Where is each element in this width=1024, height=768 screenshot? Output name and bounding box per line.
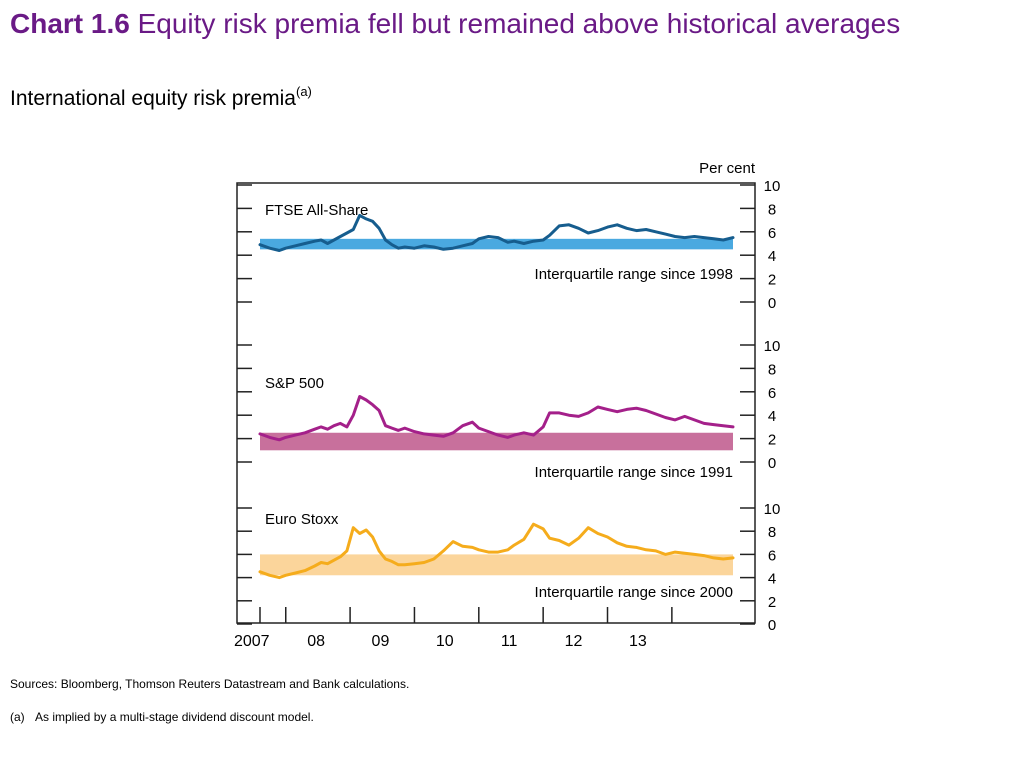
y-tick-label: 8 (768, 524, 776, 541)
y-tick-label: 4 (768, 408, 776, 425)
y-tick-label: 2 (768, 594, 776, 611)
range-label-sp500: Interquartile range since 1991 (535, 464, 733, 481)
x-tick-label: 13 (629, 633, 647, 650)
x-tick-label: 08 (307, 633, 325, 650)
y-tick-label: 0 (768, 455, 776, 472)
x-tick-label: 09 (372, 633, 390, 650)
y-tick-label: 6 (768, 225, 776, 242)
interquartile-band-eurostoxx (260, 554, 733, 576)
chart-title: Chart 1.6 Equity risk premia fell but re… (10, 8, 1015, 40)
equity-premia-chart: Per cent 0 2 4 6 8 10 FTSE All-Share Interquart… (234, 160, 780, 650)
unit-label: Per cent (699, 160, 756, 177)
y-tick-label: 10 (764, 338, 781, 355)
chart-number: Chart 1.6 (10, 8, 130, 39)
y-tick-label: 10 (764, 178, 781, 195)
y-tick-label: 4 (768, 248, 776, 265)
footnote-mark: (a) (10, 710, 25, 724)
y-tick-label: 10 (764, 501, 781, 518)
series-line-sp500 (258, 395, 735, 442)
panel-label-ftse: FTSE All-Share (265, 202, 368, 219)
x-tick-label: 11 (501, 633, 518, 650)
y-tick-label: 0 (768, 617, 776, 634)
y-tick-label: 6 (768, 385, 776, 402)
panel-label-sp500: S&P 500 (265, 375, 324, 392)
x-tick-label: 12 (565, 633, 583, 650)
x-tick-label: 10 (436, 633, 454, 650)
range-label-eurostoxx: Interquartile range since 2000 (535, 584, 733, 601)
y-tick-label: 0 (768, 295, 776, 312)
y-tick-label: 8 (768, 201, 776, 218)
y-tick-label: 2 (768, 432, 776, 449)
series-line-ftse (258, 213, 735, 252)
footnote-text: As implied by a multi-stage dividend dis… (35, 710, 314, 724)
footnote: (a) As implied by a multi-stage dividend … (10, 710, 314, 724)
x-axis: 2007 08 09 10 11 12 13 (234, 607, 673, 650)
interquartile-band-sp500 (260, 432, 733, 451)
y-tick-label: 4 (768, 571, 776, 588)
subtitle-footnote-mark: (a) (295, 84, 312, 99)
range-label-ftse: Interquartile range since 1998 (535, 266, 733, 283)
x-tick-label: 2007 (234, 633, 270, 650)
y-tick-label: 8 (768, 361, 776, 378)
plot-frame (236, 182, 756, 624)
chart-subtitle-text: International equity risk premia (10, 87, 296, 110)
panel-label-eurostoxx: Euro Stoxx (265, 511, 339, 528)
y-tick-label: 2 (768, 272, 776, 289)
series-line-eurostoxx (258, 522, 735, 580)
chart-title-text: Equity risk premia fell but remained abo… (137, 8, 901, 39)
sources-note: Sources: Bloomberg, Thomson Reuters Data… (10, 677, 410, 691)
y-tick-label: 6 (768, 547, 776, 564)
chart-subtitle: International equity risk premia(a) (10, 84, 312, 111)
interquartile-band-ftse (260, 238, 733, 250)
panels: 0 2 4 6 8 10 FTSE All-Share Interquartile range… (237, 178, 780, 634)
